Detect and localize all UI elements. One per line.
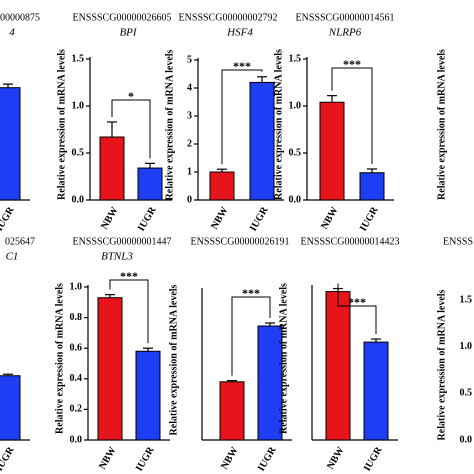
y-axis-label: Relative expression of mRNA levels [278, 283, 289, 434]
bar [319, 101, 345, 201]
gene-name: NLRP6 [328, 27, 362, 39]
significance-bracket [231, 296, 271, 376]
y-tick-label: 0.5 [289, 147, 302, 158]
y-tick-label: 1 [187, 166, 192, 177]
significance-label: *** [233, 59, 251, 73]
bar [99, 136, 125, 201]
y-axis-label: Relative expression of mRNA levels [54, 283, 65, 434]
bar [0, 375, 21, 441]
panel-id: ENSSSCG00000014423 [301, 236, 400, 247]
x-tick-label: NBW [219, 445, 240, 471]
y-axis-label: Relative expression of mRNA levels [164, 49, 175, 200]
y-tick-label: 3 [187, 110, 192, 121]
y-axis-label: Relative expression of mRNA levels [436, 49, 447, 200]
y-tick-label: 1.5 [289, 53, 302, 64]
x-tick-label: NBW [325, 445, 346, 471]
y-tick-label: 1.5 [460, 294, 473, 305]
y-tick-label: 1.0 [72, 100, 85, 111]
y-axis-label: Relative expression of mRNA levels [273, 49, 284, 200]
x-tick-label: IUGR [134, 444, 157, 473]
x-tick-label: IUGR [362, 444, 385, 473]
bar [209, 171, 235, 201]
significance-bracket [111, 99, 151, 159]
significance-label: *** [120, 269, 138, 283]
y-tick-label: 0.0 [460, 434, 473, 445]
y-tick-label: 0.4 [70, 373, 83, 384]
x-tick-label: IUGR [0, 444, 17, 473]
significance-bracket [109, 279, 149, 344]
gene-name: BPI [119, 27, 137, 39]
significance-label: *** [348, 295, 366, 309]
x-tick-label: IUGR [358, 204, 381, 233]
y-axis-label: Relative expression of mRNA levels [168, 284, 179, 435]
y-tick-label: 0.0 [70, 434, 83, 445]
x-tick-label: NBW [209, 205, 230, 231]
significance-label: *** [343, 57, 361, 71]
significance-label: *** [242, 286, 260, 300]
bar [0, 87, 21, 201]
panel-id: ENSSSCG00000014561 [296, 12, 395, 23]
y-tick-label: 4 [187, 82, 192, 93]
bar [135, 350, 161, 441]
bar [359, 172, 385, 201]
significance-bracket [337, 283, 377, 335]
significance-bracket [331, 67, 373, 164]
bar [249, 81, 275, 201]
gene-name: C1 [6, 251, 19, 263]
bar [363, 341, 389, 441]
panel-id: 00000875 [0, 12, 40, 23]
y-tick-label: 2 [187, 138, 192, 149]
y-axis-label: Relative expression of mRNA levels [56, 49, 67, 200]
x-tick-label: NBW [97, 445, 118, 471]
panel-id: ENSSS [443, 236, 473, 247]
x-tick-label: IUGR [136, 204, 159, 233]
panel-id: ENSSSCG00000001447 [73, 236, 172, 247]
gene-name: 4 [9, 27, 15, 39]
gene-name: BTNL3 [101, 251, 133, 263]
panel-id: ENSSSCG00000026605 [73, 12, 172, 23]
y-tick-label: 0.6 [70, 342, 83, 353]
x-tick-label: NBW [99, 205, 120, 231]
significance-bracket [221, 69, 263, 165]
y-tick-label: 5 [187, 54, 192, 65]
y-tick-label: 0.5 [460, 388, 473, 399]
y-tick-label: 0.2 [70, 404, 83, 415]
y-tick-label: 0.0 [72, 194, 85, 205]
bar [219, 381, 245, 441]
y-tick-label: 0 [187, 194, 192, 205]
y-tick-label: 0.5 [72, 147, 85, 158]
significance-label: * [128, 89, 134, 103]
y-tick-label: 0.0 [289, 194, 302, 205]
y-tick-label: 1.0 [70, 281, 83, 292]
panel-id: 025647 [5, 236, 35, 247]
panel-id: ENSSSCG00000002792 [179, 12, 278, 23]
bar [257, 325, 283, 441]
y-tick-label: 0.8 [70, 312, 83, 323]
panel-id: ENSSSCG00000026191 [191, 236, 290, 247]
y-tick-label: 1.0 [460, 341, 473, 352]
bar [97, 297, 123, 441]
x-tick-label: IUGR [0, 204, 17, 233]
y-axis-label: Relative expression of mRNA levels [436, 289, 447, 440]
y-tick-label: 1.5 [72, 53, 85, 64]
bar [325, 291, 351, 441]
x-tick-label: IUGR [248, 204, 271, 233]
bar [137, 167, 163, 201]
x-tick-label: NBW [319, 205, 340, 231]
y-tick-label: 1.0 [289, 100, 302, 111]
x-tick-label: IUGR [256, 444, 279, 473]
gene-name: HSF4 [226, 27, 253, 39]
